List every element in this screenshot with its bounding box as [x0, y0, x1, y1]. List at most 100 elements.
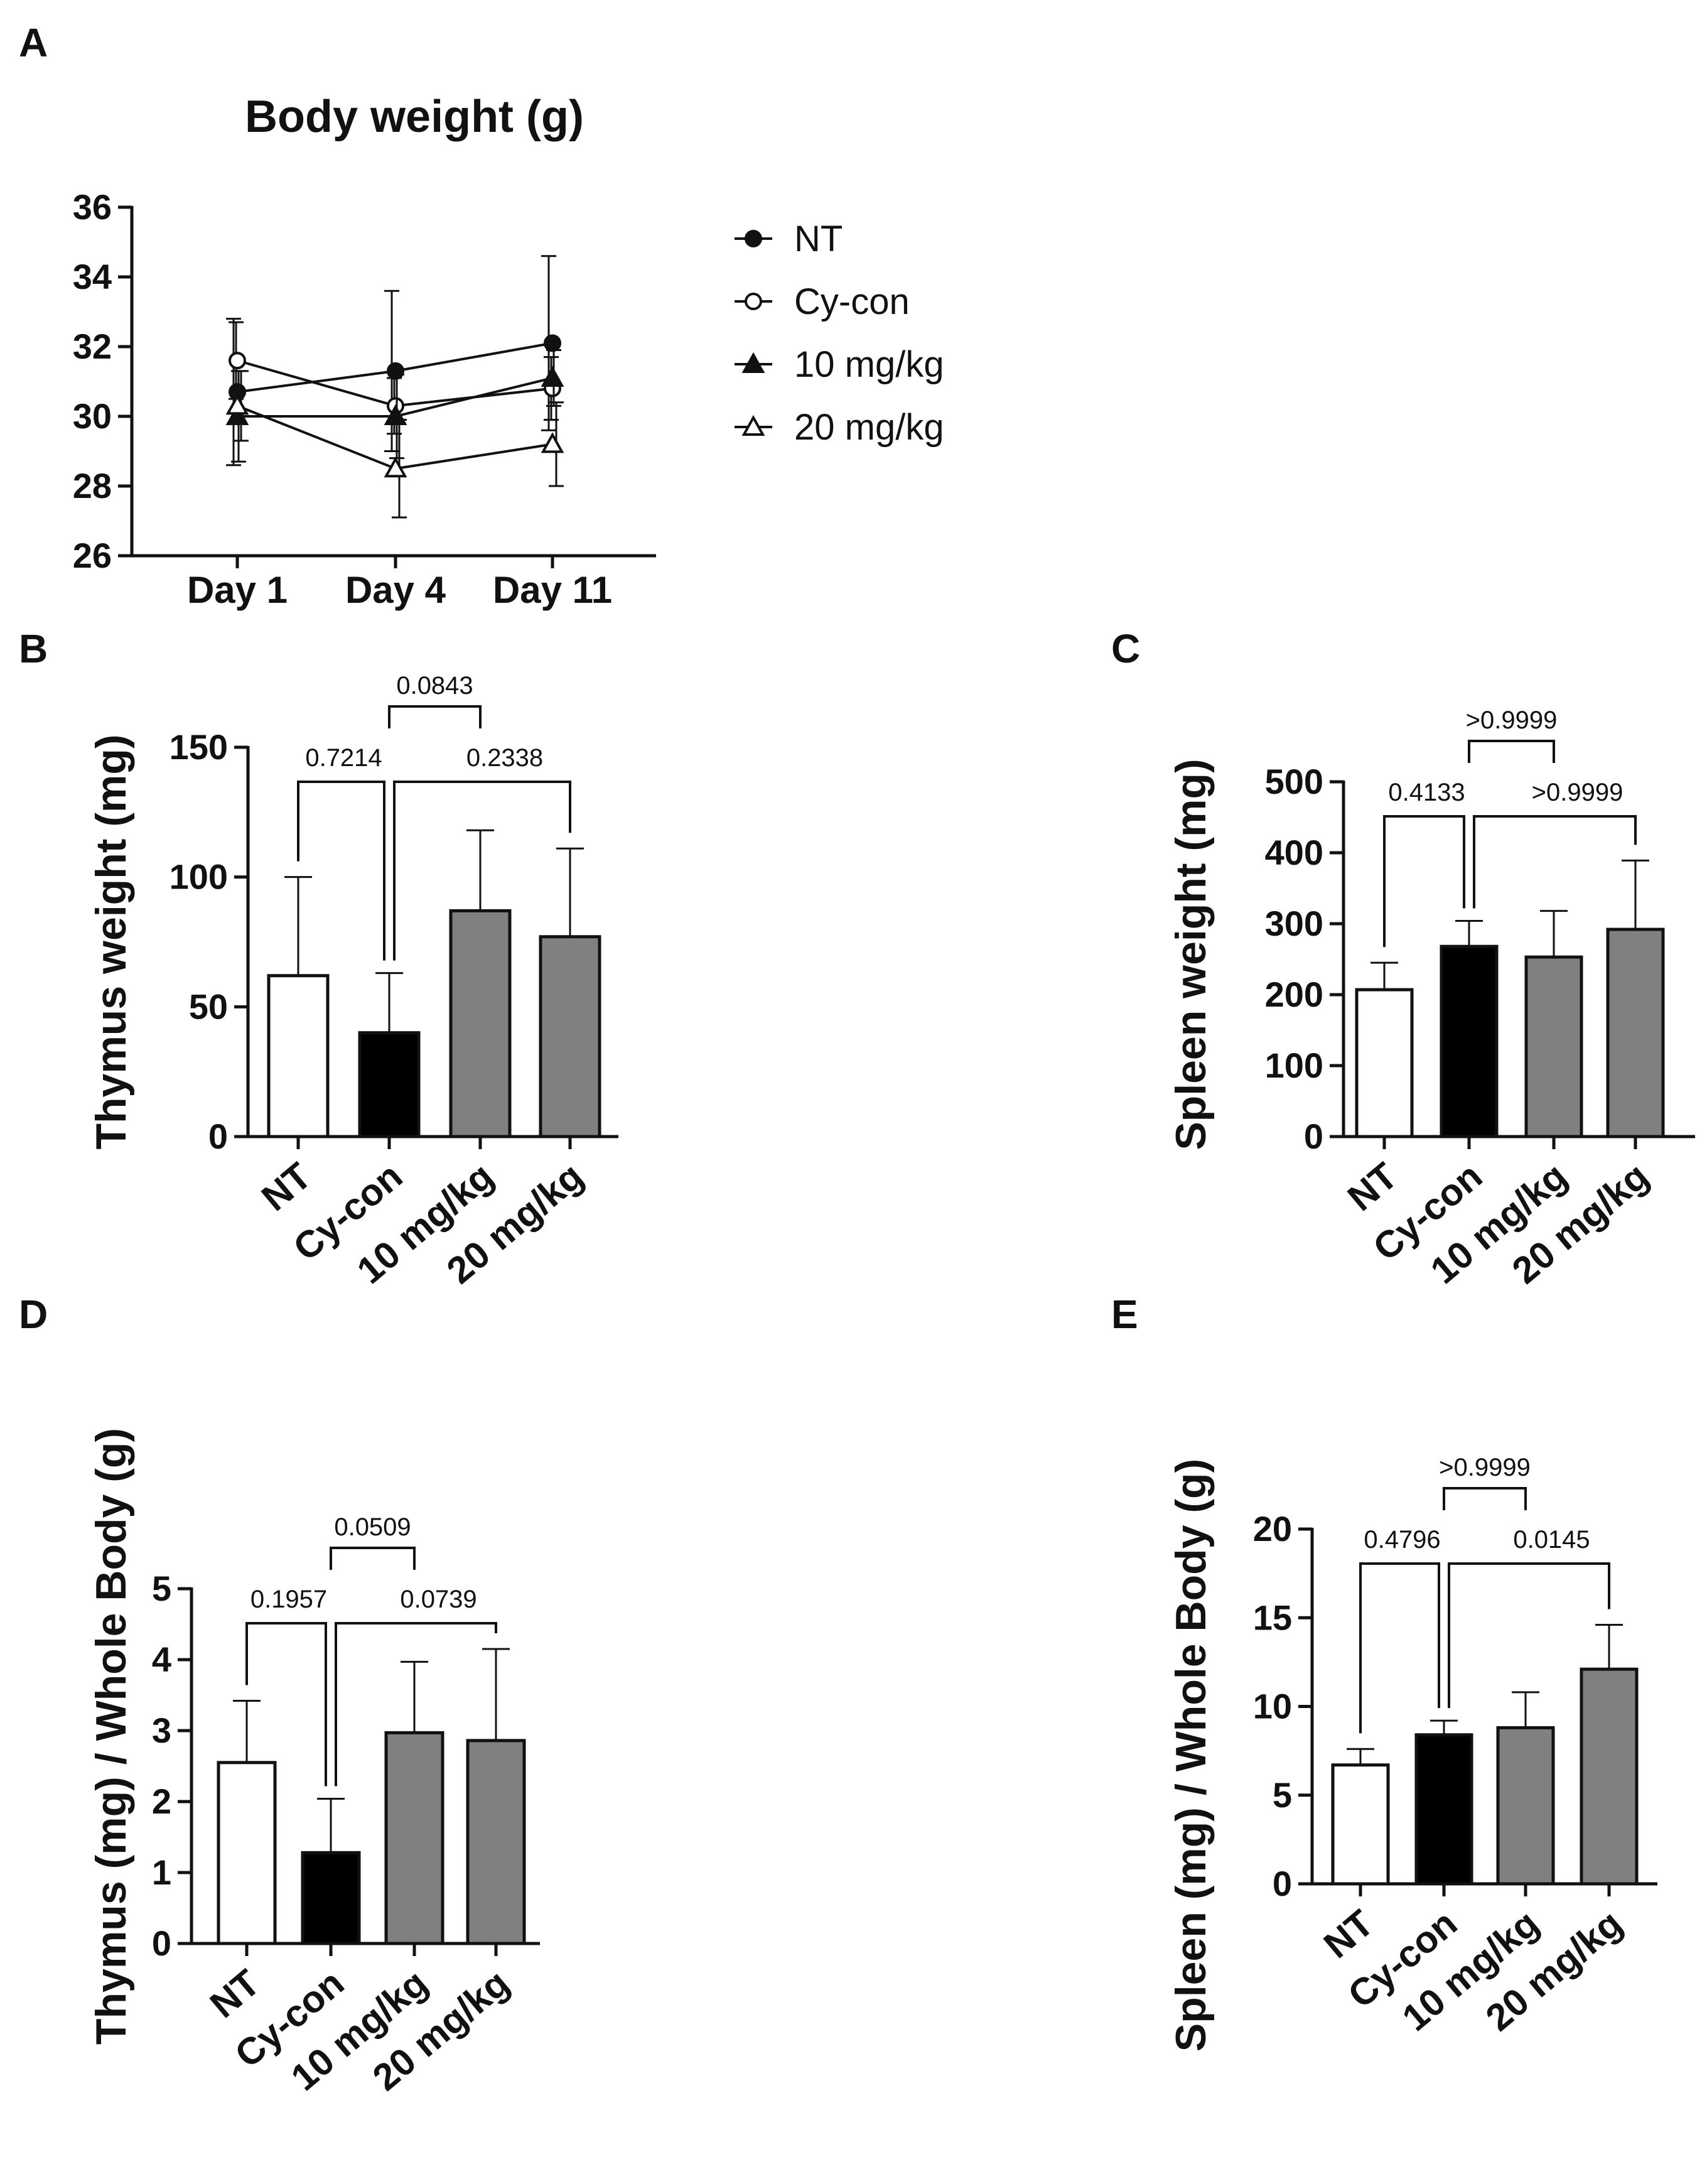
- y-tick-label: 400: [1265, 833, 1323, 872]
- data-point: [541, 365, 564, 387]
- significance-bracket: [1383, 815, 1465, 948]
- bar: [217, 1761, 277, 1945]
- significance-bracket: [393, 781, 571, 961]
- p-value-label: 0.0509: [334, 1513, 411, 1541]
- p-value-label: 0.1957: [250, 1586, 327, 1613]
- x-tick-label: Day 4: [345, 569, 446, 611]
- significance-bracket: [1443, 1487, 1527, 1510]
- bar: [267, 974, 330, 1138]
- x-tick-label: Day 1: [187, 569, 288, 611]
- y-axis-label: Thymus (mg) / Whole Body (g): [87, 1428, 135, 2045]
- p-value-label: >0.9999: [1439, 1454, 1531, 1481]
- y-tick-label: 500: [1265, 762, 1323, 801]
- bar: [1414, 1733, 1473, 1886]
- panel-a-line-chart: A Body weight (g) 26 28 30 32 34 36 Day 1 Day 4 Da…: [19, 20, 944, 611]
- y-tick-label: 0: [152, 1923, 171, 1963]
- y-axis-label: Spleen weight (mg): [1167, 759, 1215, 1150]
- bar: [358, 1031, 421, 1138]
- p-value-label: 0.4133: [1388, 779, 1465, 806]
- data-point: [745, 293, 762, 310]
- y-tick-label: 200: [1265, 975, 1323, 1014]
- legend-label: 20 mg/kg: [794, 407, 944, 448]
- data-point: [225, 394, 249, 415]
- y-tick-label: 1: [152, 1852, 171, 1892]
- data-point: [741, 352, 765, 373]
- bar: [1524, 955, 1583, 1138]
- y-tick-label: 100: [1265, 1046, 1323, 1085]
- x-tick-label: NT: [1340, 1155, 1405, 1219]
- y-tick-label: 100: [170, 857, 228, 897]
- p-value-label: 0.0843: [396, 672, 473, 700]
- p-value-label: 0.7214: [305, 744, 382, 772]
- y-tick-label: 50: [189, 987, 228, 1026]
- y-tick-label: 4: [152, 1640, 171, 1679]
- y-tick-label: 5: [1273, 1775, 1292, 1815]
- p-value-label: 0.4796: [1364, 1526, 1440, 1554]
- y-tick-label: 3: [152, 1711, 171, 1750]
- significance-bracket: [1448, 1562, 1610, 1709]
- data-point: [544, 334, 561, 352]
- panel-letter: C: [1111, 626, 1140, 671]
- p-value-label: >0.9999: [1466, 706, 1558, 734]
- bar: [1496, 1726, 1555, 1886]
- panel-letter: E: [1111, 1292, 1138, 1337]
- data-point: [384, 457, 407, 478]
- significance-bracket: [1359, 1562, 1440, 1734]
- x-tick-label: NT: [254, 1155, 319, 1219]
- data-point: [541, 432, 564, 453]
- y-tick-label: 36: [73, 187, 112, 227]
- bar: [1440, 944, 1499, 1138]
- data-point: [387, 362, 404, 380]
- bar: [1606, 927, 1665, 1138]
- p-value-label: 0.0739: [400, 1586, 477, 1613]
- y-tick-label: 32: [73, 327, 112, 366]
- significance-bracket: [1473, 815, 1637, 909]
- y-tick-label: 15: [1253, 1597, 1292, 1637]
- significance-bracket: [388, 705, 482, 728]
- significance-bracket: [330, 1547, 416, 1570]
- y-axis-label: Thymus weight (mg): [87, 734, 135, 1149]
- bar: [1580, 1667, 1639, 1886]
- bar: [449, 909, 512, 1138]
- data-point: [741, 414, 765, 436]
- legend-label: NT: [794, 219, 843, 259]
- x-tick-label: NT: [202, 1962, 267, 2026]
- y-tick-label: 300: [1265, 904, 1323, 943]
- y-tick-label: 28: [73, 466, 112, 505]
- x-tick-label: Day 11: [493, 569, 612, 611]
- bar: [1331, 1763, 1390, 1886]
- bar: [384, 1731, 444, 1945]
- data-point: [745, 230, 762, 247]
- y-tick-label: 30: [73, 396, 112, 436]
- significance-bracket: [335, 1622, 497, 1787]
- data-point: [229, 352, 246, 370]
- p-value-label: >0.9999: [1532, 779, 1624, 806]
- chart-title: Body weight (g): [245, 92, 584, 142]
- significance-bracket: [1468, 740, 1555, 763]
- y-tick-label: 0: [208, 1116, 228, 1156]
- bar: [466, 1739, 526, 1945]
- y-tick-label: 0: [1304, 1116, 1323, 1156]
- y-tick-label: 10: [1253, 1687, 1292, 1726]
- y-tick-label: 150: [170, 727, 228, 767]
- y-tick-label: 20: [1253, 1509, 1292, 1549]
- legend-label: 10 mg/kg: [794, 344, 944, 385]
- bar: [301, 1851, 361, 1945]
- significance-bracket: [297, 781, 385, 961]
- y-tick-label: 34: [73, 257, 112, 296]
- y-axis-label: Spleen (mg) / Whole Body (g): [1167, 1459, 1215, 2052]
- y-tick-label: 5: [152, 1569, 171, 1608]
- p-value-label: 0.0145: [1513, 1526, 1590, 1554]
- panel-letter: B: [19, 626, 48, 671]
- y-tick-label: 0: [1273, 1864, 1292, 1903]
- bar: [539, 935, 601, 1138]
- y-tick-label: 26: [73, 536, 112, 575]
- panel-letter: A: [19, 20, 48, 65]
- y-tick-label: 2: [152, 1781, 171, 1821]
- bar: [1355, 988, 1414, 1138]
